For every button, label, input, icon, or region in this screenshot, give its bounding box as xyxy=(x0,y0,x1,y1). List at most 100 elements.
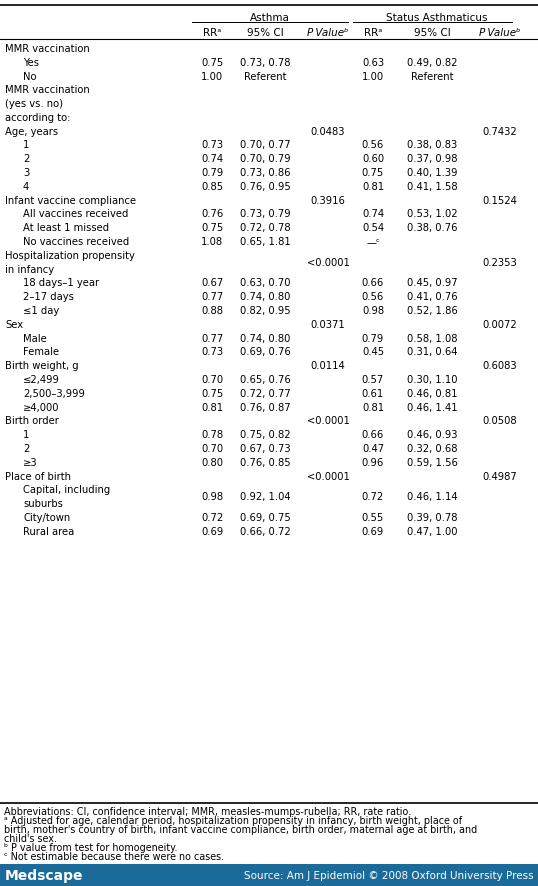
Text: 0.76, 0.85: 0.76, 0.85 xyxy=(240,457,291,468)
Text: 0.55: 0.55 xyxy=(362,512,384,523)
Text: Place of birth: Place of birth xyxy=(5,471,71,481)
Text: 4: 4 xyxy=(23,182,29,191)
Text: Infant vaccine compliance: Infant vaccine compliance xyxy=(5,196,136,206)
Text: 0.0483: 0.0483 xyxy=(311,127,345,136)
Text: No vaccines received: No vaccines received xyxy=(23,237,129,247)
Text: Sex: Sex xyxy=(5,320,23,330)
Text: 0.59, 1.56: 0.59, 1.56 xyxy=(407,457,457,468)
Text: P Valueᵇ: P Valueᵇ xyxy=(479,28,521,38)
Text: Birth order: Birth order xyxy=(5,416,59,426)
Text: At least 1 missed: At least 1 missed xyxy=(23,223,109,233)
Text: All vaccines received: All vaccines received xyxy=(23,209,129,219)
Text: 0.56: 0.56 xyxy=(362,292,384,302)
Text: 0.0072: 0.0072 xyxy=(483,320,518,330)
Text: 0.57: 0.57 xyxy=(362,375,384,385)
Text: 18 days–1 year: 18 days–1 year xyxy=(23,278,99,288)
Text: 0.72, 0.77: 0.72, 0.77 xyxy=(239,388,291,399)
Text: 0.52, 1.86: 0.52, 1.86 xyxy=(407,306,457,315)
Text: Age, years: Age, years xyxy=(5,127,58,136)
Text: 0.75: 0.75 xyxy=(362,168,384,178)
Text: 0.63, 0.70: 0.63, 0.70 xyxy=(240,278,290,288)
Text: 0.82, 0.95: 0.82, 0.95 xyxy=(240,306,291,315)
Text: 0.73, 0.79: 0.73, 0.79 xyxy=(240,209,291,219)
Text: 95% CI: 95% CI xyxy=(246,28,284,38)
Text: 0.98: 0.98 xyxy=(201,492,223,501)
Text: Female: Female xyxy=(23,347,59,357)
Text: 0.79: 0.79 xyxy=(201,168,223,178)
Text: ᵃ Adjusted for age, calendar period, hospitalization propensity in infancy, birt: ᵃ Adjusted for age, calendar period, hos… xyxy=(4,816,462,826)
Text: 0.76, 0.87: 0.76, 0.87 xyxy=(240,402,291,412)
Text: child's sex.: child's sex. xyxy=(4,834,57,843)
Text: 1.00: 1.00 xyxy=(362,72,384,82)
Text: 0.67, 0.73: 0.67, 0.73 xyxy=(240,444,291,454)
Text: Abbreviations: CI, confidence interval; MMR, measles-mumps-rubella; RR, rate rat: Abbreviations: CI, confidence interval; … xyxy=(4,806,411,817)
Text: 0.74, 0.80: 0.74, 0.80 xyxy=(240,292,290,302)
Text: 0.70: 0.70 xyxy=(201,444,223,454)
Text: 0.37, 0.98: 0.37, 0.98 xyxy=(407,154,457,164)
Text: RRᵃ: RRᵃ xyxy=(364,28,382,38)
Text: 0.74, 0.80: 0.74, 0.80 xyxy=(240,333,290,343)
Text: birth, mother's country of birth, infant vaccine compliance, birth order, matern: birth, mother's country of birth, infant… xyxy=(4,825,477,835)
Text: 0.65, 1.81: 0.65, 1.81 xyxy=(239,237,291,247)
Text: 0.77: 0.77 xyxy=(201,292,223,302)
Text: 3: 3 xyxy=(23,168,29,178)
Text: Male: Male xyxy=(23,333,47,343)
Text: 0.66: 0.66 xyxy=(362,430,384,439)
Text: 0.73, 0.86: 0.73, 0.86 xyxy=(240,168,290,178)
Text: 0.75: 0.75 xyxy=(201,223,223,233)
Text: 0.96: 0.96 xyxy=(362,457,384,468)
Text: ≤2,499: ≤2,499 xyxy=(23,375,60,385)
Text: Asthma: Asthma xyxy=(250,13,290,23)
Text: 0.66, 0.72: 0.66, 0.72 xyxy=(239,526,291,536)
Text: 0.70, 0.79: 0.70, 0.79 xyxy=(240,154,291,164)
Text: 0.38, 0.76: 0.38, 0.76 xyxy=(407,223,457,233)
Text: 1.00: 1.00 xyxy=(201,72,223,82)
Text: according to:: according to: xyxy=(5,113,70,123)
Text: 0.38, 0.83: 0.38, 0.83 xyxy=(407,140,457,151)
Text: Capital, including: Capital, including xyxy=(23,485,110,495)
Text: 0.46, 0.81: 0.46, 0.81 xyxy=(407,388,457,399)
Text: 0.92, 1.04: 0.92, 1.04 xyxy=(240,492,291,501)
Text: RRᵃ: RRᵃ xyxy=(203,28,221,38)
Text: Rural area: Rural area xyxy=(23,526,74,536)
Text: <0.0001: <0.0001 xyxy=(307,258,350,268)
Text: 0.45: 0.45 xyxy=(362,347,384,357)
Text: 0.74: 0.74 xyxy=(201,154,223,164)
Text: 0.72, 0.78: 0.72, 0.78 xyxy=(240,223,291,233)
Text: 0.60: 0.60 xyxy=(362,154,384,164)
Text: <0.0001: <0.0001 xyxy=(307,471,350,481)
Text: 0.76, 0.95: 0.76, 0.95 xyxy=(239,182,291,191)
Text: 0.88: 0.88 xyxy=(201,306,223,315)
Text: 0.75, 0.82: 0.75, 0.82 xyxy=(240,430,291,439)
Text: 0.69: 0.69 xyxy=(201,526,223,536)
Text: Birth weight, g: Birth weight, g xyxy=(5,361,79,371)
Text: in infancy: in infancy xyxy=(5,264,54,275)
Text: 0.46, 1.14: 0.46, 1.14 xyxy=(407,492,457,501)
Text: 0.46, 1.41: 0.46, 1.41 xyxy=(407,402,457,412)
Text: City/town: City/town xyxy=(23,512,70,523)
Text: 0.7432: 0.7432 xyxy=(483,127,518,136)
Text: 0.47: 0.47 xyxy=(362,444,384,454)
Text: Referent: Referent xyxy=(410,72,453,82)
Text: 0.81: 0.81 xyxy=(362,402,384,412)
Text: 1.08: 1.08 xyxy=(201,237,223,247)
Text: 0.72: 0.72 xyxy=(362,492,384,501)
Text: 2,500–3,999: 2,500–3,999 xyxy=(23,388,85,399)
Text: 0.53, 1.02: 0.53, 1.02 xyxy=(407,209,457,219)
Text: 0.70: 0.70 xyxy=(201,375,223,385)
Text: Referent: Referent xyxy=(244,72,286,82)
Text: 0.31, 0.64: 0.31, 0.64 xyxy=(407,347,457,357)
Text: Hospitalization propensity: Hospitalization propensity xyxy=(5,251,135,260)
Text: 0.63: 0.63 xyxy=(362,58,384,67)
Text: 0.72: 0.72 xyxy=(201,512,223,523)
Text: ≥4,000: ≥4,000 xyxy=(23,402,60,412)
FancyBboxPatch shape xyxy=(0,864,538,886)
Text: 0.0114: 0.0114 xyxy=(310,361,345,371)
Text: 0.1524: 0.1524 xyxy=(483,196,518,206)
Text: 0.66: 0.66 xyxy=(362,278,384,288)
Text: 1: 1 xyxy=(23,430,30,439)
Text: 0.65, 0.76: 0.65, 0.76 xyxy=(239,375,291,385)
Text: 0.77: 0.77 xyxy=(201,333,223,343)
Text: 0.73: 0.73 xyxy=(201,140,223,151)
Text: 0.3916: 0.3916 xyxy=(310,196,345,206)
